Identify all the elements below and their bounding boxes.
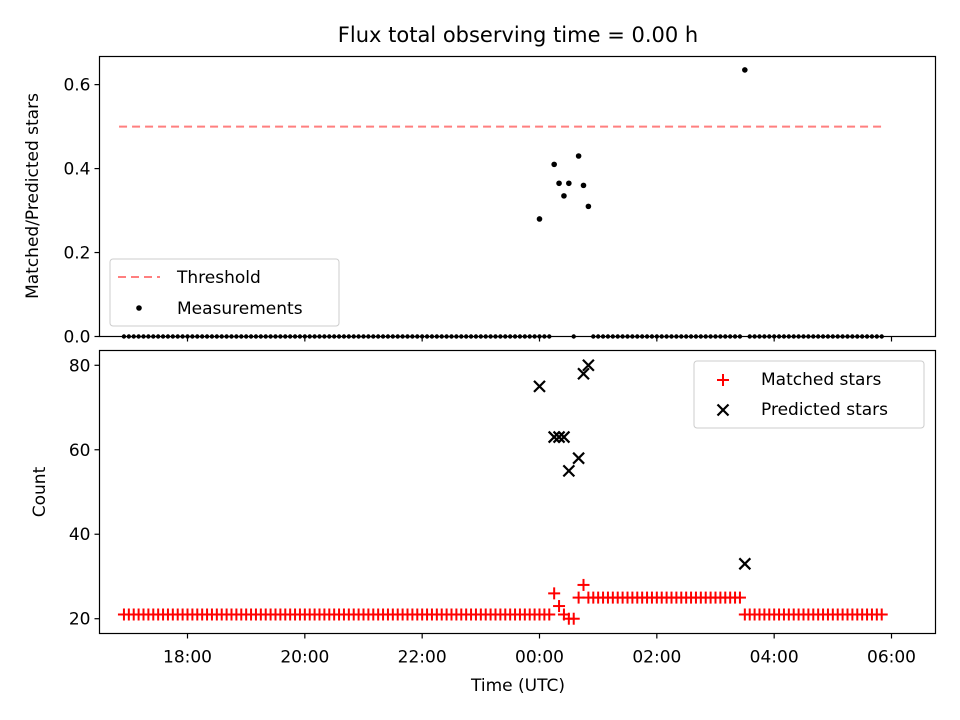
legend-predicted-label: Predicted stars [761,400,888,420]
matched-star-point [875,608,888,621]
count-plot-frame [98,349,937,635]
x-tick-label: 00:00 [515,648,564,668]
matched-star-point [543,608,556,621]
ratio-y-axis-label: Matched/Predicted stars [23,93,43,299]
predicted-star-point [738,557,752,571]
count-panel: 20 40 60 80 18:00 20:00 22:00 00:00 02:00 04:00 0… [30,349,937,696]
x-tick-label: 22:00 [398,648,447,668]
x-axis-label: Time (UTC) [470,676,565,696]
ratio-y-tick-label: 0.6 [63,76,90,96]
count-y-tick-label: 20 [69,610,91,630]
predicted-star-point [552,430,566,444]
x-tick-label: 20:00 [280,648,329,668]
count-y-tick-label: 80 [69,356,91,376]
ratio-legend-box [109,258,340,327]
x-tick-label: 02:00 [632,648,681,668]
chart-title: Flux total observing time = 0.00 h [338,23,698,47]
measurement-point [566,180,572,187]
x-tick-label: 06:00 [867,648,916,668]
measurement-point [561,193,567,199]
count-y-tick-label: 40 [69,525,91,545]
predicted-star-point [562,464,576,478]
matched-star-point [548,587,561,600]
matched-star-point [577,578,590,591]
predicted-star-point [557,430,571,444]
measurement-point [551,161,557,168]
count-legend-box [693,360,925,429]
predicted-star-point [572,451,585,465]
legend-measurement-swatch [136,305,142,311]
predicted-star-point [582,359,595,372]
ratio-legend: Threshold Measurements [109,258,340,327]
matched-star-point [567,612,580,625]
matched-star-point [738,608,751,621]
matched-star-point [733,591,746,604]
predicted-star-point [547,430,561,444]
ratio-y-tick-label: 0.4 [63,160,90,180]
predicted-star-point [577,367,590,381]
measurement-point [575,153,582,159]
x-tick-label: 18:00 [163,648,212,668]
measurement-point [585,203,592,210]
matched-star-point [582,591,595,604]
ratio-y-tick-label: 0.2 [63,244,90,264]
count-y-tick-label: 60 [69,441,91,461]
ratio-plot-frame [98,55,937,338]
ratio-y-tick-label: 0.0 [63,328,90,348]
legend-predicted-swatch [716,403,730,417]
measurement-point [580,182,587,189]
legend-matched-swatch [717,374,729,386]
measurement-point [556,180,562,187]
predicted-star-point [533,380,546,393]
count-legend: Matched stars Predicted stars [693,360,925,429]
measurement-point [742,67,748,73]
matched-star-point [553,600,566,613]
ratio-panel: 0.0 0.2 0.4 0.6 Matched/Predicted stars Thr… [23,55,937,348]
count-y-axis-label: Count [30,466,50,517]
legend-measurements-label: Measurements [177,299,303,319]
legend-threshold-label: Threshold [176,268,261,288]
x-tick-label: 04:00 [750,648,799,668]
measurement-point [536,216,543,222]
legend-matched-label: Matched stars [761,370,881,390]
